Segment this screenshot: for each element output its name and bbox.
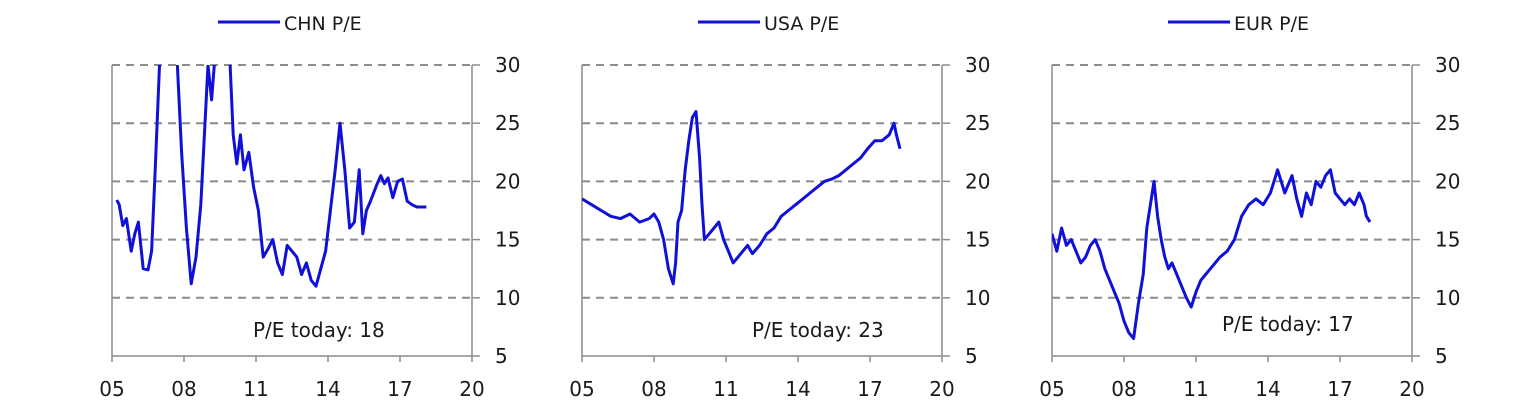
x-tick-label: 05 <box>1039 377 1064 401</box>
y-tick-label: 5 <box>965 344 978 368</box>
x-tick-label: 08 <box>171 377 196 401</box>
y-tick-label: 25 <box>965 111 990 135</box>
y-tick-label: 20 <box>965 169 990 193</box>
y-tick-label: 15 <box>1435 228 1460 252</box>
x-tick-label: 11 <box>713 377 738 401</box>
x-tick-label: 11 <box>1183 377 1208 401</box>
x-tick-label: 20 <box>929 377 954 401</box>
series-line <box>115 65 427 288</box>
y-tick-label: 30 <box>965 53 990 77</box>
legend: CHN P/E <box>218 13 362 35</box>
x-tick-label: 08 <box>641 377 666 401</box>
x-tick-label: 14 <box>315 377 340 401</box>
legend-label: EUR P/E <box>1234 13 1309 35</box>
chart-panel-2: 30 25 20 15 10 5 05 08 11 14 17 20 USA P/E P/E today:… <box>569 13 990 401</box>
pe-today-annotation: P/E today: 17 <box>1222 312 1354 336</box>
chart-panel-1: 30 25 20 15 10 5 05 08 11 14 17 20 CHN P/E P/E today:… <box>99 13 520 401</box>
pe-today-annotation: P/E today: 18 <box>253 318 385 342</box>
x-tick-label: 14 <box>785 377 810 401</box>
x-tick-label: 08 <box>1111 377 1136 401</box>
pe-today-annotation: P/E today: 23 <box>752 318 884 342</box>
x-tick-label: 17 <box>387 377 412 401</box>
series-line <box>1052 168 1372 340</box>
x-tick-label: 05 <box>569 377 594 401</box>
y-tick-label: 20 <box>495 169 520 193</box>
x-tick-label: 17 <box>857 377 882 401</box>
x-tick-label: 14 <box>1255 377 1280 401</box>
y-tick-label: 30 <box>495 53 520 77</box>
series-line <box>582 110 902 286</box>
y-tick-label: 10 <box>1435 286 1460 310</box>
y-tick-label: 5 <box>1435 344 1448 368</box>
y-tick-label: 10 <box>965 286 990 310</box>
y-tick-label: 25 <box>495 111 520 135</box>
x-tick-label: 20 <box>1399 377 1424 401</box>
chart-panel-3: 30 25 20 15 10 5 05 08 11 14 17 20 EUR P/E P/E today:… <box>1039 13 1460 401</box>
y-tick-label: 10 <box>495 286 520 310</box>
y-tick-label: 15 <box>495 228 520 252</box>
legend: EUR P/E <box>1168 13 1309 35</box>
y-tick-label: 15 <box>965 228 990 252</box>
y-tick-label: 20 <box>1435 169 1460 193</box>
x-tick-label: 20 <box>459 377 484 401</box>
y-tick-label: 25 <box>1435 111 1460 135</box>
legend-label: CHN P/E <box>284 13 362 35</box>
x-tick-label: 05 <box>99 377 124 401</box>
x-tick-label: 17 <box>1327 377 1352 401</box>
legend-label: USA P/E <box>764 13 839 35</box>
y-tick-label: 5 <box>495 344 508 368</box>
y-tick-label: 30 <box>1435 53 1460 77</box>
legend: USA P/E <box>698 13 839 35</box>
x-tick-label: 11 <box>243 377 268 401</box>
